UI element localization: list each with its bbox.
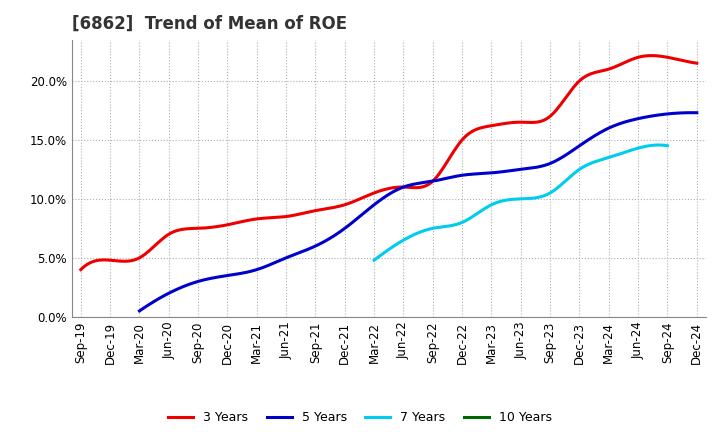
7 Years [544,191,552,197]
7 Years [617,151,626,156]
7 Years [663,143,672,148]
5 Years [467,172,476,177]
3 Years [444,158,452,164]
Text: [6862]  Trend of Mean of ROE: [6862] Trend of Mean of ROE [72,15,347,33]
Line: 5 Years: 5 Years [140,113,697,311]
7 Years [544,191,553,196]
5 Years [640,115,649,120]
7 Years [654,143,663,148]
5 Years [605,125,613,131]
Line: 7 Years: 7 Years [374,145,667,260]
5 Years [693,110,701,115]
5 Years [687,110,696,115]
3 Years [595,69,604,74]
3 Years [647,53,656,58]
3 Years [454,143,462,148]
3 Years [78,265,87,270]
7 Years [370,257,379,263]
3 Years [441,162,450,167]
5 Years [476,171,485,176]
Line: 3 Years: 3 Years [81,55,697,270]
5 Years [465,172,474,177]
Legend: 3 Years, 5 Years, 7 Years, 10 Years: 3 Years, 5 Years, 7 Years, 10 Years [163,407,557,429]
3 Years [693,61,701,66]
5 Years [137,307,145,312]
7 Years [549,188,558,193]
7 Years [371,257,379,262]
3 Years [635,55,644,60]
3 Years [76,267,85,272]
7 Years [636,145,644,150]
5 Years [135,308,144,314]
